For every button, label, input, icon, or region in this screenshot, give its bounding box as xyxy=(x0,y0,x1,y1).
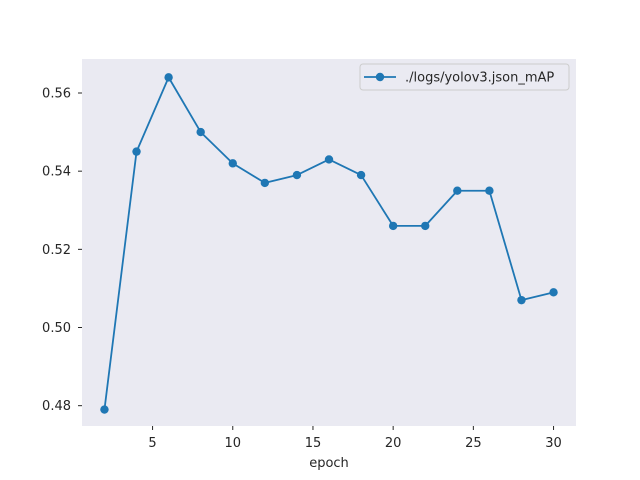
series-layer xyxy=(100,73,558,414)
x-tick-label: 30 xyxy=(545,436,562,451)
data-point xyxy=(356,170,366,180)
legend-box xyxy=(359,63,570,91)
data-point xyxy=(260,178,270,188)
x-tick-label: 10 xyxy=(224,436,241,451)
data-point xyxy=(196,127,205,137)
y-tick-label: 0.54 xyxy=(42,165,71,180)
x-tick-label: 5 xyxy=(148,436,156,451)
y-tick-label: 0.56 xyxy=(42,87,71,102)
data-point xyxy=(517,295,526,305)
data-point xyxy=(292,170,302,180)
y-tick-label: 0.50 xyxy=(42,321,71,336)
x-tick-label: 25 xyxy=(465,436,482,451)
data-point xyxy=(100,405,109,414)
data-point xyxy=(453,186,462,195)
plot-area xyxy=(82,59,576,426)
data-point xyxy=(228,159,237,168)
legend-marker-sample xyxy=(375,72,385,82)
data-point xyxy=(164,73,173,82)
x-axis-ticks: 5 10 15 20 25 30 xyxy=(148,426,562,451)
data-point xyxy=(388,221,398,231)
y-axis-ticks: 0.48 0.50 0.52 0.54 0.56 xyxy=(42,87,82,414)
legend-entry-label: ./logs/yolov3.json_mAP xyxy=(405,71,554,86)
data-point xyxy=(132,147,141,156)
y-tick-label: 0.48 xyxy=(42,399,71,414)
x-tick-label: 15 xyxy=(305,436,322,451)
data-point xyxy=(485,186,494,195)
data-point xyxy=(421,221,430,231)
data-point xyxy=(324,155,334,164)
legend: ./logs/yolov3.json_mAP xyxy=(359,63,570,91)
x-axis-label: epoch xyxy=(309,456,349,471)
x-tick-label: 20 xyxy=(385,436,402,451)
y-tick-label: 0.52 xyxy=(42,243,71,258)
data-point xyxy=(549,288,558,297)
